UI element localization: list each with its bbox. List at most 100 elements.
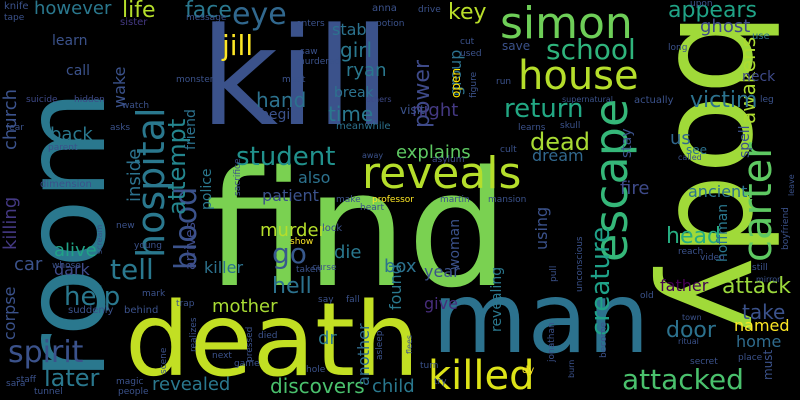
word-car: car	[14, 254, 43, 275]
word-corpse: corpse	[0, 286, 19, 341]
word-boyfriend: boyfriend	[781, 207, 791, 250]
word-video: video	[700, 253, 725, 263]
word-visit: visit	[400, 103, 425, 117]
word-turn: turn	[420, 361, 439, 371]
word-knife: knife	[4, 1, 29, 12]
word-discovers: discovers	[270, 374, 365, 398]
word-tunnel: tunnel	[34, 387, 63, 397]
word-stay: stay	[619, 128, 635, 158]
word-friend: friend	[183, 109, 199, 150]
word-professor: professor	[372, 195, 415, 205]
word-mansion: mansion	[488, 195, 527, 205]
word-scream: scream	[95, 224, 104, 254]
word-however: however	[34, 0, 112, 19]
word-game: game	[234, 359, 260, 369]
word-alive: alive	[54, 240, 97, 261]
word-curse: curse	[312, 263, 337, 273]
word-life: life	[122, 0, 156, 23]
word-suicide: suicide	[26, 95, 58, 105]
word-become: become	[599, 321, 609, 358]
word-man: man	[432, 262, 650, 376]
word-police: police	[199, 168, 215, 210]
word-anna: anna	[372, 3, 397, 14]
word-house: house	[518, 53, 639, 99]
word-door: door	[666, 318, 716, 343]
word-pressed: pressed	[245, 326, 255, 362]
word-old: old	[640, 291, 654, 301]
word-break: break	[334, 85, 374, 101]
word-watch: watch	[122, 101, 150, 111]
word-fear: fear	[6, 123, 24, 133]
word-murder: murder	[260, 220, 326, 241]
word-murdered: murdered	[296, 57, 341, 67]
word-leg: leg	[760, 95, 774, 105]
word-father: father	[660, 276, 709, 295]
word-inside: inside	[124, 148, 145, 202]
word-killer: killer	[204, 258, 244, 277]
word-dr: dr	[318, 328, 337, 349]
word-dream: dream	[532, 146, 584, 165]
word-martin: martin	[440, 195, 470, 205]
word-show: show	[290, 237, 314, 247]
word-others: others	[366, 95, 392, 104]
word-ancient: ancient	[688, 182, 748, 201]
word-home: home	[736, 332, 782, 351]
word-death: death	[125, 281, 420, 400]
word-called: called	[678, 153, 702, 162]
word-heart: heart	[360, 203, 384, 213]
word-find: find	[205, 136, 509, 323]
word-figure: figure	[469, 71, 479, 98]
word-time: time	[328, 102, 374, 126]
word-flees: flees	[405, 334, 414, 354]
word-hidden: hidden	[74, 95, 105, 105]
word-begin: begin	[260, 107, 300, 123]
word-hand: hand	[256, 88, 307, 112]
word-dimension: dimension	[40, 179, 92, 190]
word-tell: tell	[110, 253, 154, 286]
word-hole: hole	[306, 365, 326, 375]
word-meanwhile: meanwhile	[336, 121, 391, 132]
word-mark: mark	[142, 289, 166, 299]
word-try: try	[434, 377, 447, 387]
word-key: key	[448, 0, 487, 25]
word-learn: learn	[52, 33, 88, 49]
word-save: save	[502, 39, 531, 53]
word-head: head	[666, 224, 721, 249]
word-trap: trap	[176, 299, 195, 309]
word-used: used	[460, 49, 482, 59]
word-attacked: attacked	[622, 363, 744, 396]
word-fire: fire	[620, 178, 650, 199]
word-asleep: asleep	[375, 330, 385, 361]
word-mother: mother	[212, 296, 278, 317]
word-revealing: revealing	[489, 266, 505, 332]
word-burn: burn	[567, 359, 576, 378]
word-return: return	[504, 94, 584, 124]
word-call: call	[66, 63, 91, 79]
word-using: using	[532, 206, 551, 250]
word-suddenly: suddenly	[68, 305, 114, 316]
word-church: church	[0, 88, 21, 150]
word-drive: drive	[418, 5, 441, 15]
word-killing: killing	[0, 196, 21, 250]
word-still: still	[752, 263, 768, 273]
word-sister: sister	[120, 17, 148, 28]
word-away: away	[362, 151, 384, 160]
word-must: must	[761, 349, 775, 380]
word-whose: whose	[52, 261, 81, 271]
word-dead: dead	[530, 128, 590, 156]
word-cult: cult	[500, 145, 517, 155]
word-carter: carter	[735, 142, 781, 262]
word-another: another	[354, 323, 373, 386]
word-child: child	[372, 376, 415, 397]
word-dy: dy	[522, 365, 535, 376]
word-new: new	[116, 221, 135, 231]
word-face: face	[185, 0, 232, 23]
word-girl: girl	[340, 38, 373, 62]
word-arrives: arrives	[183, 222, 199, 270]
word-long: long	[668, 43, 688, 53]
word-say: say	[318, 295, 334, 305]
word-back: back	[50, 124, 93, 145]
word-meet: meet	[282, 75, 306, 85]
word-magic: magic	[116, 377, 144, 387]
